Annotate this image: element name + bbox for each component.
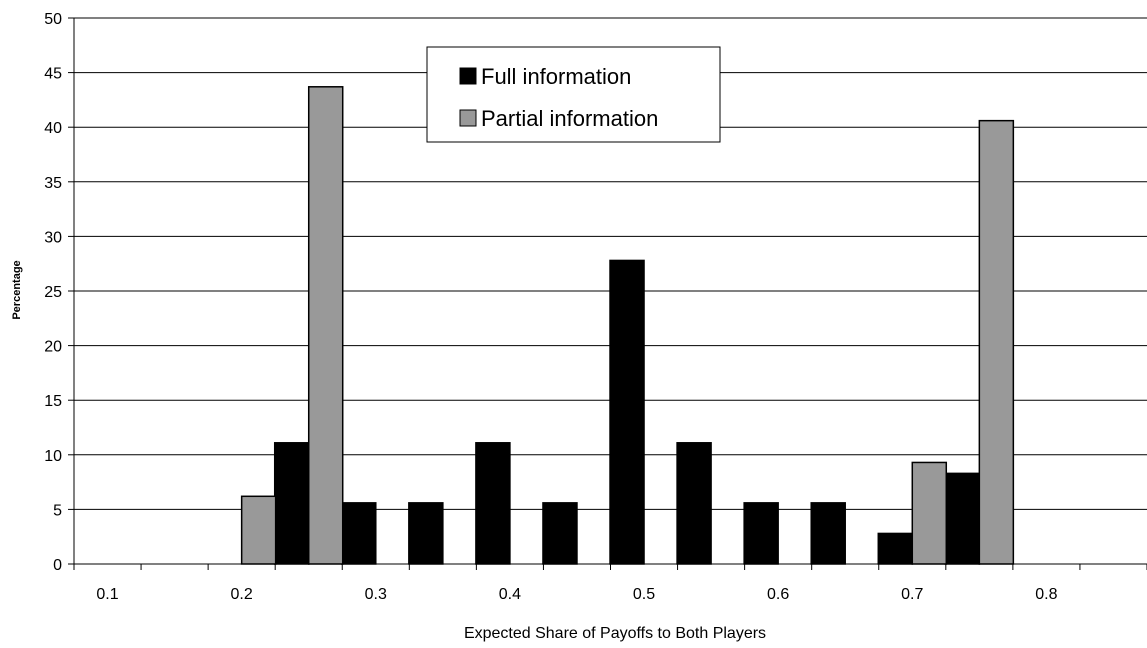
bar-full-information bbox=[609, 259, 645, 565]
bar-full-information bbox=[743, 502, 779, 565]
legend-label-full-information: Full information bbox=[481, 64, 631, 89]
legend-swatch-partial-information bbox=[459, 109, 477, 127]
axes bbox=[68, 17, 1147, 570]
y-tick-label: 50 bbox=[44, 11, 62, 28]
x-tick-label: 0.6 bbox=[767, 586, 789, 603]
y-axis-label: Percentage bbox=[11, 260, 23, 319]
bar-partial-information bbox=[240, 495, 277, 565]
bar-full-information bbox=[273, 442, 310, 565]
legend-label-partial-information: Partial information bbox=[481, 106, 658, 131]
x-tick-label: 0.3 bbox=[365, 586, 387, 603]
x-tick-label: 0.2 bbox=[231, 586, 253, 603]
x-tick-label: 0.5 bbox=[633, 586, 655, 603]
y-tick-label: 35 bbox=[44, 175, 62, 192]
x-axis-label: Expected Share of Payoffs to Both Player… bbox=[464, 625, 766, 642]
bar-full-information bbox=[810, 502, 846, 565]
legend: Full information Partial information bbox=[426, 46, 721, 143]
x-tick-label: 0.7 bbox=[901, 586, 923, 603]
y-tick-label: 0 bbox=[53, 557, 62, 574]
bar-full-information bbox=[944, 472, 981, 565]
y-tick-label: 25 bbox=[44, 284, 62, 301]
bar-full-information bbox=[475, 442, 511, 565]
x-tick-label: 0.8 bbox=[1035, 586, 1057, 603]
bar-partial-information bbox=[911, 461, 948, 565]
y-tick-labels: 0 5 10 15 20 25 30 35 40 45 50 bbox=[44, 11, 62, 574]
y-tick-label: 10 bbox=[44, 448, 62, 465]
bar-full-information bbox=[408, 502, 444, 565]
bar-full-information bbox=[676, 442, 712, 565]
bar-full-information bbox=[542, 502, 578, 565]
y-tick-label: 15 bbox=[44, 393, 62, 410]
x-tick-label: 0.1 bbox=[96, 586, 118, 603]
bar-partial-information bbox=[307, 86, 344, 565]
bar-full-information bbox=[341, 502, 377, 565]
y-tick-label: 45 bbox=[44, 66, 62, 83]
bars bbox=[240, 86, 1015, 565]
y-tick-label: 5 bbox=[53, 502, 62, 519]
y-tick-label: 30 bbox=[44, 229, 62, 246]
bar-partial-information bbox=[978, 119, 1015, 565]
x-tick-label: 0.4 bbox=[499, 586, 521, 603]
x-tick-labels: 0.1 0.2 0.3 0.4 0.5 0.6 0.7 0.8 bbox=[96, 586, 1057, 603]
legend-swatch-full-information bbox=[459, 67, 477, 85]
y-tick-label: 40 bbox=[44, 120, 62, 137]
bar-full-information bbox=[877, 532, 914, 565]
y-tick-label: 20 bbox=[44, 339, 62, 356]
